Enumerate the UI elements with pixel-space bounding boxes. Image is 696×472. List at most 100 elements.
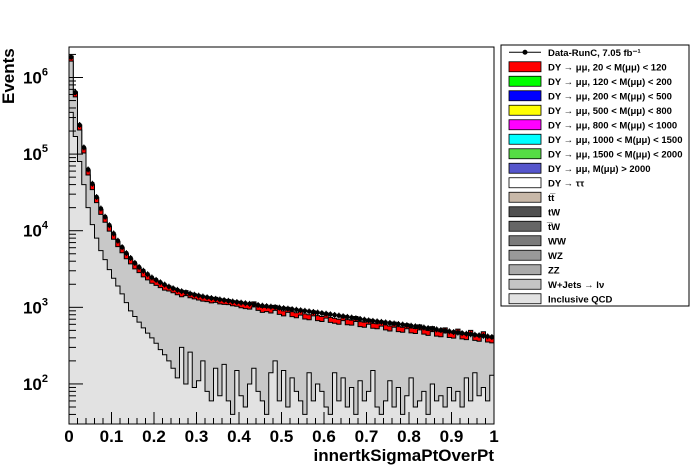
data-point (340, 313, 346, 319)
legend-entry-label: Data-RunC, 7.05 fb⁻¹ (548, 48, 641, 59)
data-point (366, 318, 371, 323)
data-point (455, 330, 461, 335)
data-point (332, 312, 337, 318)
data-point (196, 293, 201, 298)
data-point (217, 297, 223, 302)
legend-entry-label: DY → ττ (548, 178, 585, 189)
data-point (272, 304, 278, 310)
y-axis: 102 103 104 105 106 (23, 53, 83, 425)
data-point (209, 295, 214, 301)
data-point (281, 305, 286, 311)
data-point (115, 238, 121, 244)
data-point (476, 333, 482, 338)
data-point (141, 268, 146, 274)
legend-entry-label: Inclusive QCD (548, 294, 613, 305)
legend-entry-label: DY → μμ, 1500 < M(μμ) < 2000 (548, 149, 683, 160)
data-point (255, 302, 261, 308)
data-point (481, 333, 486, 339)
data-point (124, 250, 129, 256)
x-tick-label: 0.2 (142, 427, 166, 446)
data-point (430, 326, 435, 332)
legend-swatch (508, 293, 542, 305)
data-point (413, 324, 418, 329)
data-point (345, 314, 350, 320)
data-point (370, 318, 376, 324)
x-tick-label: 0.1 (100, 427, 124, 446)
legend-swatch (508, 90, 542, 102)
x-tick-label: 0.4 (227, 427, 251, 446)
data-point (298, 307, 303, 313)
data-point (408, 323, 414, 329)
data-point (183, 290, 189, 295)
data-point (226, 298, 231, 304)
data-point (200, 294, 206, 299)
legend-swatch (508, 191, 542, 203)
legend-entry-label: DY → μμ, M(μμ) > 2000 (548, 164, 651, 175)
plot-area (68, 46, 495, 425)
legend-data-marker (522, 49, 528, 55)
legend-swatch (508, 206, 542, 218)
data-point (68, 54, 74, 60)
data-point (94, 194, 99, 200)
data-point (247, 301, 252, 307)
data-point (264, 303, 269, 309)
legend-entry-label: W+Jets → lν (548, 280, 604, 291)
legend-entry-label: DY → μμ, 500 < M(μμ) < 800 (548, 106, 672, 117)
data-point (362, 317, 367, 322)
data-point (260, 303, 265, 309)
legend-entry-label: DY → μμ, 800 < M(μμ) < 1000 (548, 120, 677, 131)
legend-swatch (508, 249, 542, 261)
data-point (85, 167, 91, 172)
data-point (277, 305, 282, 310)
data-point (374, 319, 380, 324)
legend-swatch (508, 148, 542, 160)
data-point (238, 300, 244, 305)
data-point (323, 311, 329, 317)
x-tick-label: 0.7 (355, 427, 379, 446)
data-point (387, 320, 393, 326)
legend-swatch (508, 61, 542, 73)
legend-entry-label: DY → μμ, 1000 < M(μμ) < 1500 (548, 135, 683, 146)
data-point (421, 325, 427, 330)
data-point (485, 334, 490, 339)
legend-swatch (508, 75, 542, 87)
data-point (162, 282, 167, 287)
data-point (438, 327, 444, 333)
stack-wjets (68, 60, 495, 425)
data-point (285, 306, 291, 311)
data-point (213, 296, 218, 302)
y-axis-title: Events (0, 48, 18, 104)
data-point (187, 291, 193, 296)
data-point (328, 312, 333, 317)
y-tick-label: 103 (23, 296, 48, 317)
data-point (459, 330, 465, 336)
data-point (175, 287, 180, 293)
x-axis: 0 0.1 0.2 0.3 0.4 0.5 0.6 0.7 0.8 0.9 1 (64, 412, 499, 446)
data-point (179, 288, 184, 294)
legend-swatch (508, 119, 542, 131)
data-point (230, 299, 235, 304)
data-point (243, 300, 248, 306)
legend-swatch (508, 177, 542, 189)
data-point (170, 286, 176, 291)
data-point (468, 331, 473, 337)
data-point (268, 304, 274, 309)
data-point (357, 316, 363, 322)
legend-entry-label: tt̅ (548, 193, 556, 204)
data-point (102, 214, 108, 220)
legend-entry-label: t̅W (547, 222, 561, 233)
data-point (336, 313, 342, 318)
data-point (434, 327, 439, 332)
data-point (81, 145, 87, 150)
data-point (111, 231, 116, 236)
y-tick-label: 105 (23, 143, 48, 164)
data-point (234, 299, 240, 305)
data-point (472, 332, 478, 338)
data-point (158, 280, 163, 285)
data-point (417, 324, 422, 330)
legend-entry-label: DY → μμ, 20 < M(μμ) < 120 (548, 62, 667, 73)
data-point (315, 310, 320, 315)
data-point (396, 321, 401, 327)
data-point (353, 315, 359, 321)
